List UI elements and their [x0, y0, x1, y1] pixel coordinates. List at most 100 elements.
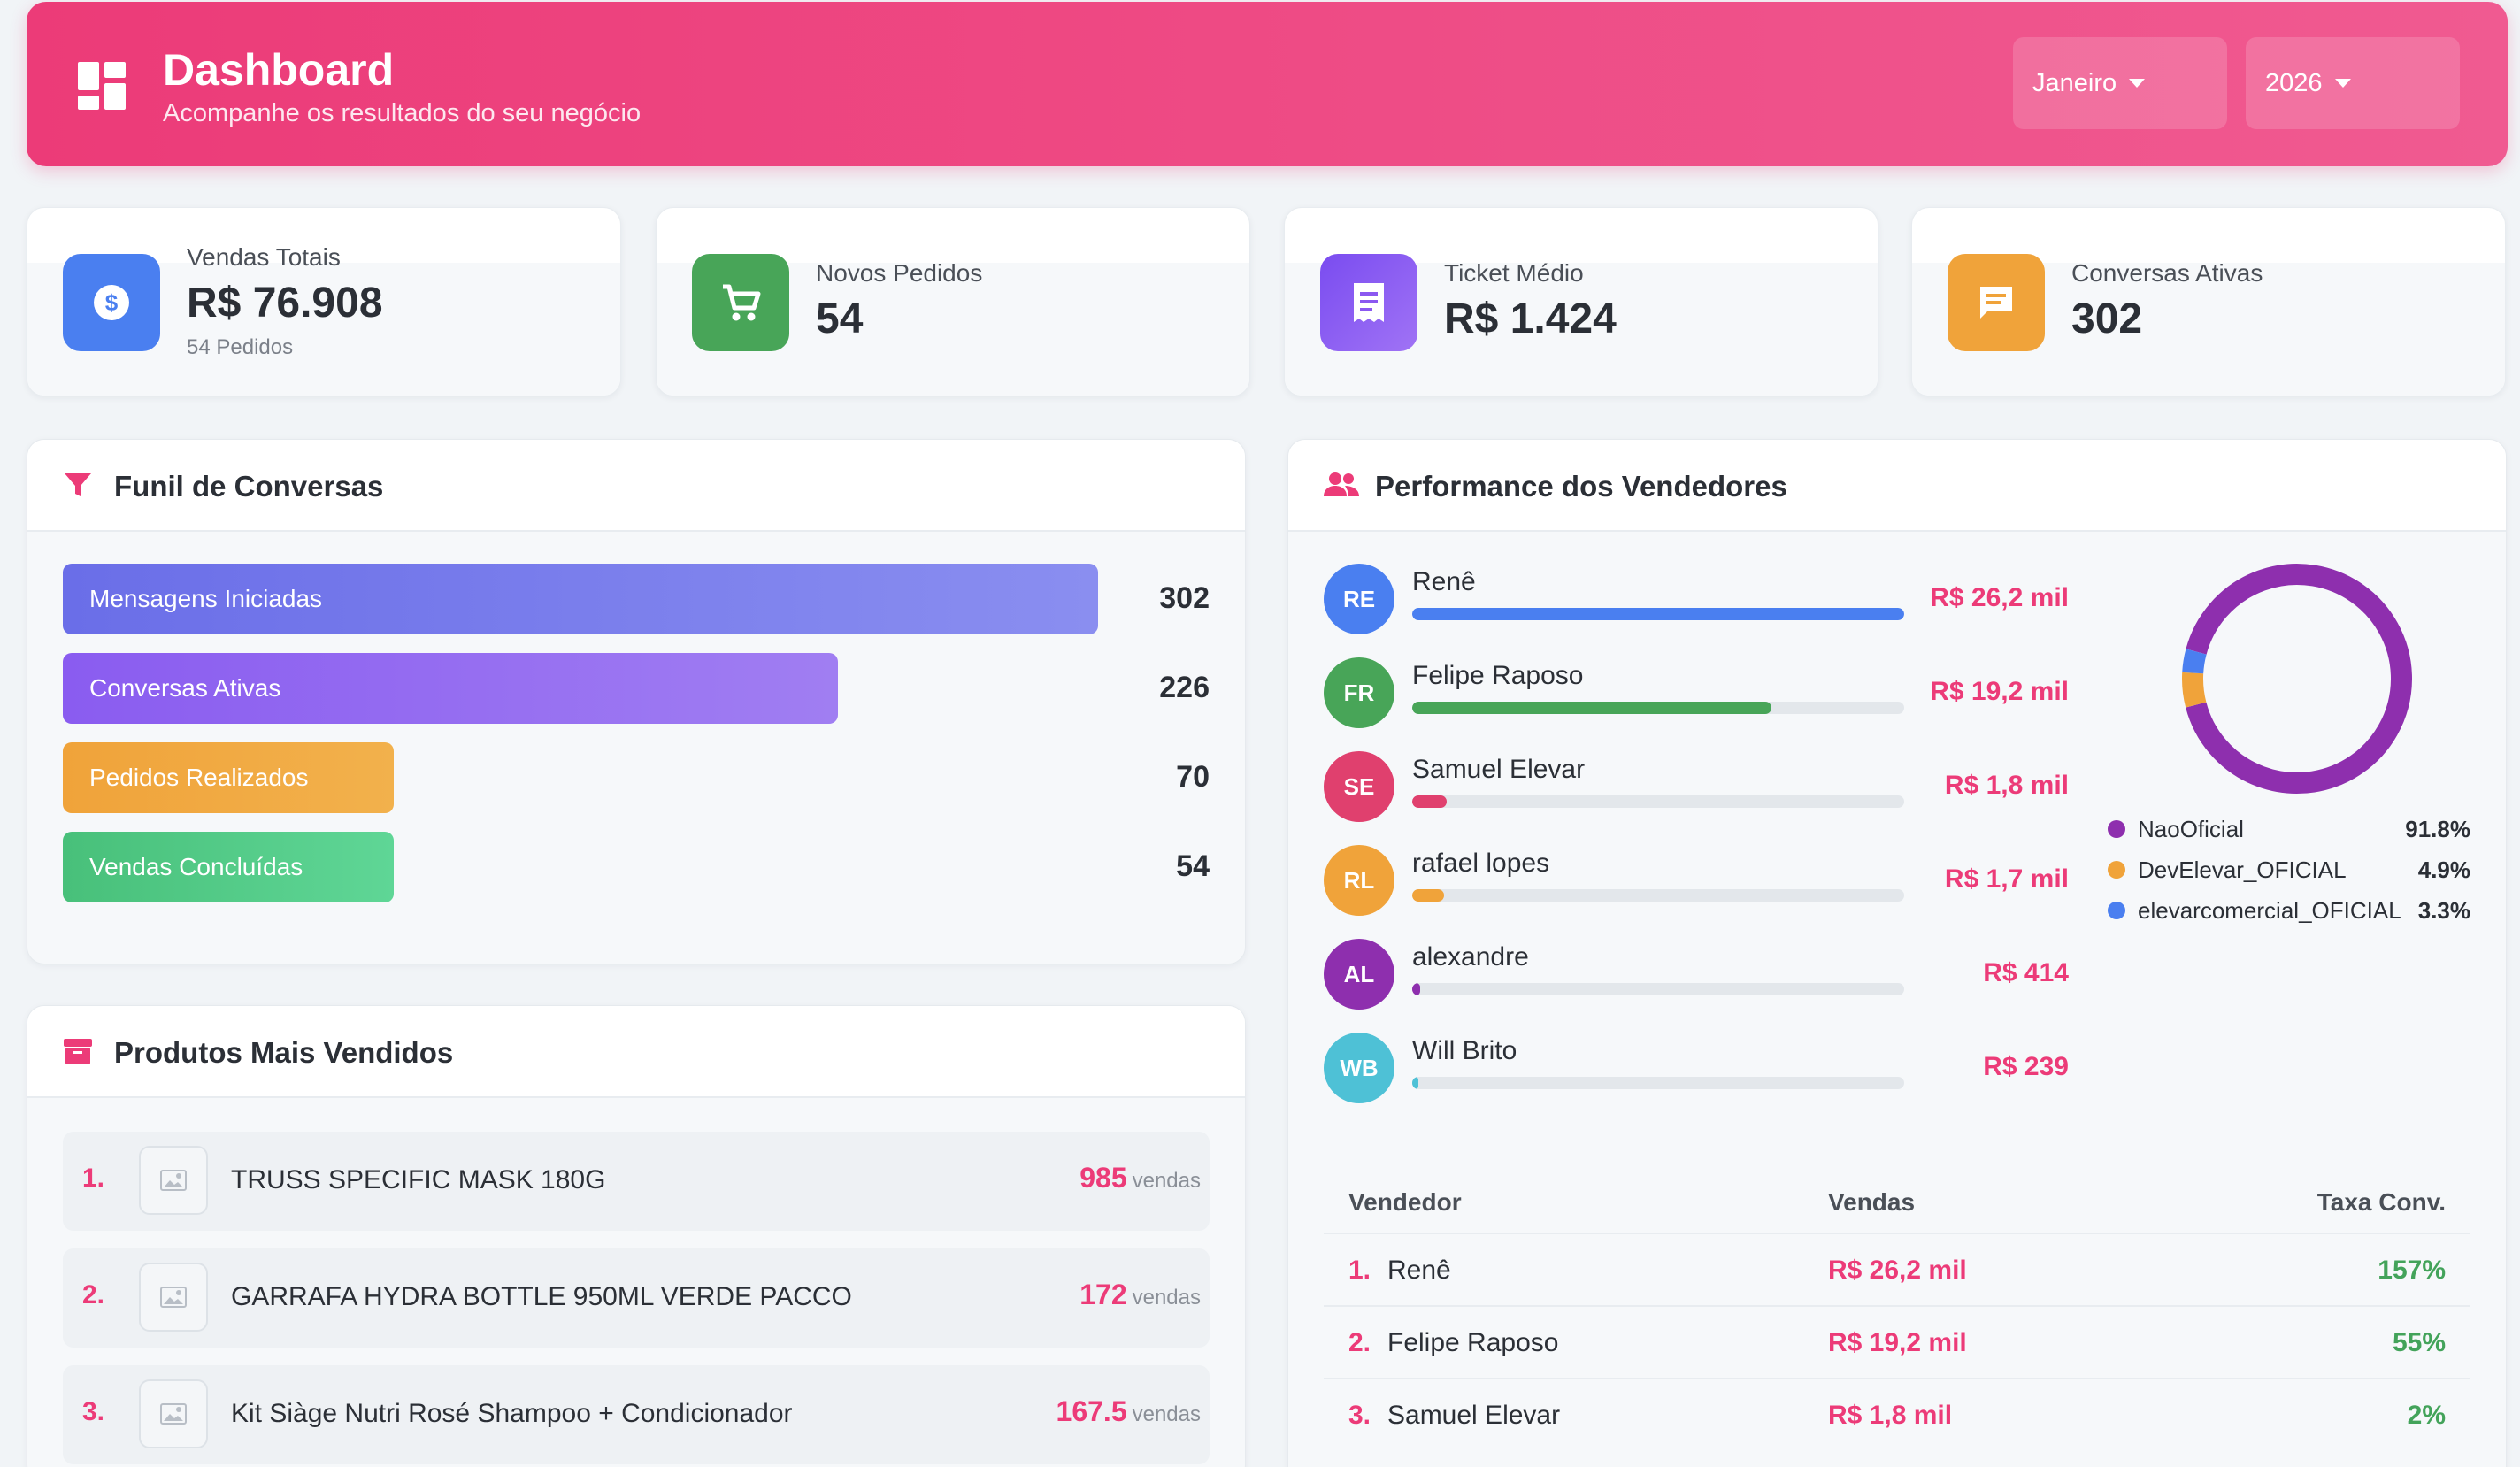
table-seller-name: Samuel Elevar	[1387, 1401, 1561, 1430]
avatar: FR	[1324, 657, 1394, 728]
month-select[interactable]: Janeiro	[2013, 37, 2227, 129]
seller-progress-bar	[1412, 795, 1904, 808]
product-sales: 172 vendas	[1079, 1279, 1201, 1311]
kpi-card-new-orders: Novos Pedidos 54	[656, 207, 1250, 396]
legend-dot	[2108, 861, 2125, 879]
column-header: Vendedor	[1348, 1188, 1462, 1216]
table-row[interactable]: 3. Samuel Elevar R$ 1,8 mil 2%	[1324, 1378, 2470, 1450]
product-sales: 985 vendas	[1079, 1162, 1201, 1194]
legend-label: elevarcomercial_OFICIAL	[2138, 896, 2401, 924]
seller-amount: R$ 26,2 mil	[1930, 583, 2069, 612]
kpi-value: 54	[816, 296, 864, 342]
table-seller-name: Renê	[1387, 1256, 1451, 1285]
product-sales: 167.5 vendas	[1056, 1395, 1201, 1428]
product-rank: 3.	[82, 1397, 105, 1426]
table-conversion-rate: 55%	[2392, 1328, 2446, 1357]
legend-percent: 91.8%	[2405, 815, 2470, 842]
image-placeholder-icon	[139, 1146, 208, 1215]
product-name: Kit Siàge Nutri Rosé Shampoo + Condicion…	[231, 1399, 793, 1428]
kpi-label: Conversas Ativas	[2071, 259, 2263, 287]
kpi-card-active-conversations: Conversas Ativas 302	[1911, 207, 2506, 396]
kpi-label: Novos Pedidos	[816, 259, 983, 287]
donut-slice	[2186, 564, 2412, 794]
product-row[interactable]: 3. Kit Siàge Nutri Rosé Shampoo + Condici…	[63, 1365, 1210, 1464]
legend-dot	[2108, 902, 2125, 919]
avatar: WB	[1324, 1033, 1394, 1103]
seller-name: Felipe Raposo	[1412, 661, 1584, 690]
product-rank: 2.	[82, 1280, 105, 1310]
seller-progress-bar	[1412, 983, 1904, 995]
legend-percent: 3.3%	[2417, 896, 2470, 924]
seller-progress-fill	[1412, 608, 1904, 620]
seller-progress-fill	[1412, 795, 1447, 808]
seller-progress-bar	[1412, 702, 1904, 714]
table-sales: R$ 19,2 mil	[1828, 1328, 1967, 1357]
kpi-value: R$ 76.908	[187, 280, 383, 326]
table-rank: 1.	[1348, 1256, 1371, 1285]
product-row[interactable]: 1. TRUSS SPECIFIC MASK 180G 985 vendas	[63, 1132, 1210, 1231]
sellers-title: Performance dos Vendedores	[1375, 470, 1787, 503]
legend-label: NaoOficial	[2138, 815, 2244, 842]
product-sales-value: 167.5	[1056, 1395, 1127, 1427]
legend-label: DevElevar_OFICIAL	[2138, 856, 2347, 883]
kpi-label: Vendas Totais	[187, 243, 341, 271]
image-placeholder-icon	[139, 1379, 208, 1448]
avatar: SE	[1324, 751, 1394, 822]
table-conversion-rate: 2%	[2407, 1401, 2446, 1430]
year-select-value: 2026	[2265, 68, 2323, 97]
seller-name: Renê	[1412, 567, 1476, 596]
donut-slice	[2182, 649, 2207, 674]
funnel-panel: Funil de Conversas Mensagens Iniciadas 30…	[27, 439, 1246, 964]
kpi-value: R$ 1.424	[1444, 296, 1617, 342]
month-select-value: Janeiro	[2032, 68, 2117, 97]
kpi-card-average-ticket: Ticket Médio R$ 1.424	[1284, 207, 1878, 396]
funnel-bar-label: Mensagens Iniciadas	[89, 585, 323, 612]
table-rank: 2.	[1348, 1328, 1371, 1357]
seller-progress-fill	[1412, 983, 1420, 995]
seller-name: Samuel Elevar	[1412, 755, 1586, 784]
table-row[interactable]: 2. Felipe Raposo R$ 19,2 mil 55%	[1324, 1305, 2470, 1378]
legend-item: NaoOficial 91.8%	[2108, 811, 2470, 847]
chat-icon	[1948, 254, 2045, 351]
dashboard-header: Dashboard Acompanhe os resultados do seu…	[27, 2, 2508, 166]
page-subtitle: Acompanhe os resultados do seu negócio	[163, 99, 642, 127]
product-row[interactable]: 2. GARRAFA HYDRA BOTTLE 950ML VERDE PACCO…	[63, 1248, 1210, 1348]
seller-progress-fill	[1412, 702, 1771, 714]
product-sales-unit: vendas	[1132, 1286, 1201, 1310]
seller-progress-fill	[1412, 1077, 1418, 1089]
table-sales: R$ 26,2 mil	[1828, 1256, 1967, 1285]
table-row[interactable]: 1. Renê R$ 26,2 mil 157%	[1324, 1233, 2470, 1305]
sellers-panel: Performance dos Vendedores RE Renê R$ 26,2…	[1287, 439, 2507, 1467]
filter-icon	[63, 470, 93, 500]
legend-percent: 4.9%	[2417, 856, 2470, 883]
funnel-value: 302	[1159, 581, 1210, 615]
product-name: TRUSS SPECIFIC MASK 180G	[231, 1165, 606, 1194]
seller-amount: R$ 1,8 mil	[1944, 771, 2069, 800]
legend-item: elevarcomercial_OFICIAL 3.3%	[2108, 893, 2470, 928]
seller-progress-bar	[1412, 1077, 1904, 1089]
year-select[interactable]: 2026	[2246, 37, 2460, 129]
seller-progress-fill	[1412, 889, 1445, 902]
products-panel: Produtos Mais Vendidos 1. TRUSS SPECIFIC …	[27, 1005, 1246, 1467]
kpi-card-total-sales: $ Vendas Totais R$ 76.908 54 Pedidos	[27, 207, 621, 396]
table-rank: 3.	[1348, 1401, 1371, 1430]
column-header: Taxa Conv.	[2316, 1188, 2446, 1216]
sales-share-donut-chart	[2182, 564, 2412, 794]
dollar-icon: $	[63, 254, 160, 351]
product-sales-unit: vendas	[1132, 1402, 1201, 1426]
funnel-panel-header: Funil de Conversas	[27, 440, 1245, 532]
kpi-label: Ticket Médio	[1444, 259, 1584, 287]
funnel-value: 70	[1176, 760, 1210, 794]
seller-amount: R$ 1,7 mil	[1944, 864, 2069, 894]
funnel-value: 226	[1159, 671, 1210, 704]
avatar: RE	[1324, 564, 1394, 634]
donut-slice	[2182, 672, 2207, 708]
svg-text:$: $	[105, 289, 119, 316]
funnel-bar: Conversas Ativas	[63, 653, 838, 724]
product-rank: 1.	[82, 1164, 105, 1193]
table-conversion-rate: 157%	[2378, 1256, 2446, 1285]
product-sales-value: 172	[1079, 1279, 1127, 1310]
avatar: AL	[1324, 939, 1394, 1010]
funnel-bar: Pedidos Realizados	[63, 742, 394, 813]
funnel-bar-label: Conversas Ativas	[89, 674, 281, 702]
